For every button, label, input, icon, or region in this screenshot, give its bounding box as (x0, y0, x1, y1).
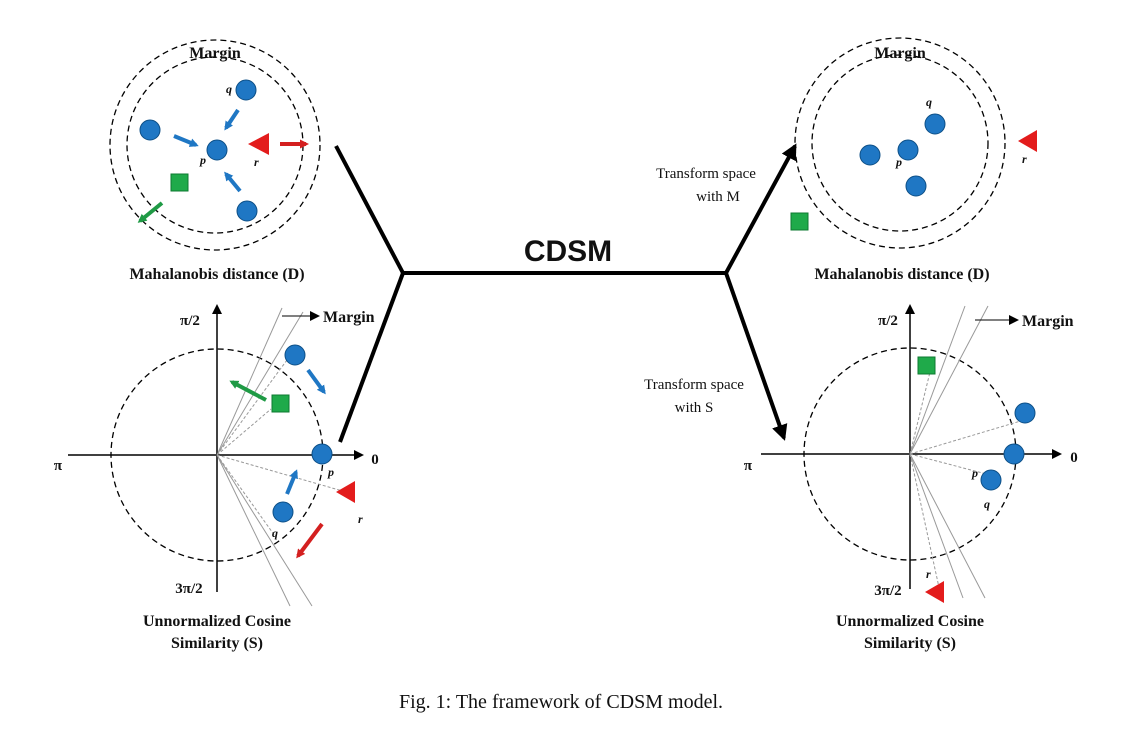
triangle-r (248, 133, 269, 155)
label-r: r (358, 512, 363, 526)
arrow-pull (306, 368, 326, 395)
point-neighbor (139, 119, 161, 141)
point-q (924, 113, 946, 135)
point-neighbor (1014, 402, 1036, 424)
square-impostor (917, 356, 936, 375)
point-p (206, 139, 228, 161)
margin-outer-circle (794, 37, 1006, 249)
label-p: p (971, 466, 978, 480)
transform-s-label-line2: with S (675, 400, 714, 416)
center-connector: CDSM Transform space with M Transform sp… (334, 143, 797, 443)
label-q: q (272, 526, 278, 540)
panel-bottom-right-cosine: Margin p q r π/2 0 π 3π/2 Unnormalized C… (744, 304, 1078, 652)
transform-m-label-line2: with M (696, 189, 740, 205)
panel-title: Mahalanobis distance (D) (814, 266, 989, 283)
label-p: p (895, 155, 902, 169)
point-q (235, 79, 257, 101)
transform-s-label-line1: Transform space (644, 377, 744, 393)
point-neighbor (859, 144, 881, 166)
triangle-r (925, 581, 944, 603)
transform-m-arrow (724, 143, 797, 274)
panel-title-line2: Similarity (S) (171, 635, 263, 652)
margin-lines (909, 305, 1025, 599)
label-p: p (199, 153, 206, 167)
panel-top-left-mahalanobis: Margin q p r Mahalanobis distance (D) (109, 39, 321, 283)
panel-top-right-mahalanobis: Margin q p r Mahalanobis distance (D) (790, 37, 1037, 283)
margin-label: Margin (323, 309, 375, 326)
margin-lines (216, 307, 347, 607)
angle-label-top: π/2 (878, 313, 898, 329)
point-p (1003, 443, 1025, 465)
square-impostor (170, 173, 189, 192)
label-r: r (926, 567, 931, 581)
panel-title-line2: Similarity (S) (864, 635, 956, 652)
point-q (272, 501, 294, 523)
label-q: q (984, 497, 990, 511)
point-q (980, 469, 1002, 491)
transform-s-arrow (724, 272, 788, 441)
point-neighbor (905, 175, 927, 197)
connector-top-left (334, 145, 405, 274)
angle-label-right: 0 (371, 452, 379, 468)
point-p (897, 139, 919, 161)
angle-label-right: 0 (1070, 450, 1078, 466)
angle-label-bottom: 3π/2 (874, 583, 901, 599)
arrow-pull (285, 469, 298, 495)
connector-bottom-left (338, 272, 405, 443)
triangle-r (1018, 130, 1037, 152)
angle-label-bottom: 3π/2 (175, 581, 202, 597)
square-impostor (271, 394, 290, 413)
point-neighbor (236, 200, 258, 222)
margin-outer-circle (109, 39, 321, 251)
margin-label: Margin (189, 45, 241, 62)
arrow-pull (173, 134, 199, 147)
transform-m-label-line1: Transform space (656, 166, 756, 182)
arrow-pull (224, 171, 242, 193)
triangle-r (336, 481, 355, 503)
label-r: r (254, 155, 259, 169)
label-p: p (327, 465, 334, 479)
label-q: q (926, 95, 932, 109)
panel-title: Mahalanobis distance (D) (129, 266, 304, 283)
panel-bottom-left-cosine: Margin p q r π/2 0 π 3π/2 Unnormalized C… (54, 304, 379, 652)
panel-title-line1: Unnormalized Cosine (143, 613, 291, 630)
figure-caption: Fig. 1: The framework of CDSM model. (399, 691, 723, 713)
square-impostor (790, 212, 809, 231)
angle-label-left: π (744, 458, 753, 474)
angle-label-left: π (54, 458, 63, 474)
point-p (311, 443, 333, 465)
point-neighbor (284, 344, 306, 366)
arrow-pull (224, 108, 240, 131)
margin-inner-circle (811, 54, 989, 232)
label-q: q (226, 82, 232, 96)
angle-label-top: π/2 (180, 313, 200, 329)
arrow-push (137, 201, 164, 223)
panel-title-line1: Unnormalized Cosine (836, 613, 984, 630)
label-r: r (1022, 152, 1027, 166)
margin-label: Margin (1022, 313, 1074, 330)
margin-label: Margin (874, 45, 926, 62)
arrow-push (296, 522, 324, 559)
arrow-push (229, 380, 267, 402)
center-label: CDSM (524, 235, 612, 268)
